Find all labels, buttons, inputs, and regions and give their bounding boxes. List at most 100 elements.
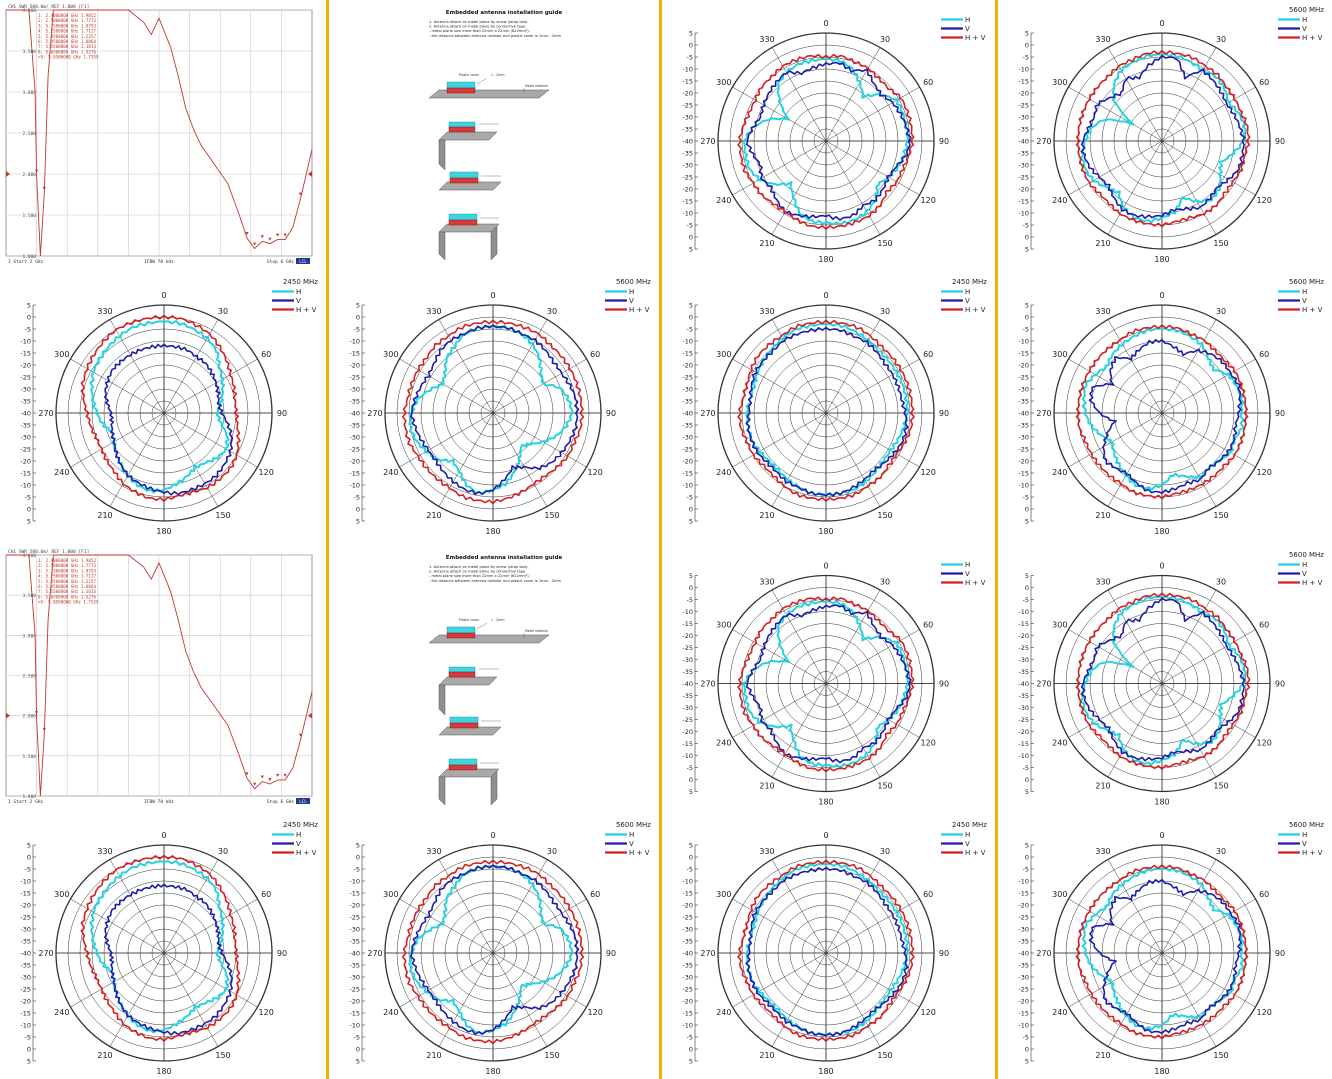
polar-spoke [109,859,165,954]
angle-label: 330 [426,847,441,856]
radial-tick-label: -40 [349,410,360,418]
radial-tick-label: 0 [27,314,31,322]
angle-label: 150 [1213,1051,1228,1060]
radial-tick-label: 0 [689,234,693,242]
radial-tick-label: 0 [356,1046,360,1054]
radial-tick-label: -15 [682,470,693,478]
marker-point [283,233,287,237]
marker-point [35,169,39,173]
guide-step: - the distance between antenna radiator … [429,34,562,38]
radial-tick-label: 5 [27,302,31,310]
start-frequency: 1 Start 2 GHz [8,259,44,265]
angle-label: 30 [880,307,890,316]
angle-label: 30 [547,847,557,856]
chart-mark [490,225,498,261]
y-tick-label: 1.000 [22,254,36,260]
y-tick-label: 1.000 [22,794,36,800]
polar-spoke [1161,898,1256,954]
angle-label: 90 [939,680,949,689]
legend-entry: V [1302,840,1307,848]
polar-spoke [399,412,494,468]
angle-label: 150 [544,1051,559,1060]
legend-entry: H [1302,831,1307,839]
angle-label: 60 [1259,890,1269,899]
chart-mark [449,171,479,179]
radial-tick-label: -20 [682,728,693,736]
polar-spoke [732,683,827,738]
radial-tick-label: -10 [682,878,693,886]
polar-spoke [825,412,920,468]
vswr-trace [6,554,313,797]
angle-label: 180 [1154,527,1169,536]
polar-chart: 0 30 60 90 120 150 180 210 240 270 300 330 5 5 0 0 -5 -5 -… [998,545,1332,810]
radial-tick-label: 5 [1025,518,1029,526]
y-tick-label: 3.000 [22,90,36,96]
radial-tick-label: -40 [1018,680,1029,688]
pattern-series-v [745,866,909,1037]
pattern-series-h [1081,327,1245,491]
angle-label: 180 [156,1067,171,1076]
radial-tick-label: -10 [1018,210,1029,218]
angle-label: 120 [259,1008,274,1017]
angle-label: 300 [54,890,69,899]
legend-entry: V [296,840,301,848]
radial-tick-label: -20 [1018,186,1029,194]
radial-tick-label: -15 [20,890,31,898]
radial-tick-label: -10 [1018,878,1029,886]
angle-label: 0 [823,19,828,28]
reference-arrow-left [6,712,10,719]
angle-label: 120 [588,468,603,477]
polar-spoke [825,859,881,954]
angle-label: 150 [215,1051,230,1060]
angle-label: 90 [606,409,616,418]
radial-tick-label: -5 [1023,494,1029,502]
radial-tick-label: -25 [1018,986,1029,994]
radial-tick-label: -25 [1018,644,1029,652]
angle-label: 330 [759,847,774,856]
angle-label: 60 [590,890,600,899]
legend-entry: H [296,831,301,839]
marker-point [42,728,46,732]
radial-tick-label: 0 [689,776,693,784]
radial-tick-label: 0 [356,506,360,514]
radial-tick-label: -5 [1023,596,1029,604]
radial-tick-label: -20 [1018,632,1029,640]
radial-tick-label: -5 [1023,54,1029,62]
radial-tick-label: -15 [1018,470,1029,478]
ifbw-readout: IFBW 70 kHz [144,259,174,265]
polar-chart: 0 30 60 90 120 150 180 210 240 270 300 330 5 5 0 0 -5 -5 -… [662,272,995,542]
angle-label: 30 [1216,35,1226,44]
radial-tick-label: 5 [1025,788,1029,796]
legend-entry: H + V [1302,34,1323,42]
radial-tick-label: -10 [349,338,360,346]
polar-spoke [70,952,165,1008]
marker-point [245,772,249,776]
radial-tick-label: -30 [682,926,693,934]
angle-label: 90 [1275,680,1285,689]
radial-tick-label: -25 [1018,716,1029,724]
radial-tick-label: -35 [1018,422,1029,430]
pattern-series-h [408,324,574,496]
angle-label: 330 [97,847,112,856]
polar-spoke [1107,319,1163,414]
polar-spoke [825,140,920,196]
radial-tick-label: -35 [1018,668,1029,676]
chart-mark [448,121,476,128]
polar-spoke [1107,952,1163,1047]
angle-label: 150 [544,511,559,520]
frequency-label: 2450 MHz [952,278,987,286]
polar-spoke [399,898,494,954]
legend-entry: V [1302,297,1307,305]
radial-tick-label: -20 [1018,458,1029,466]
radial-tick-label: 0 [1025,42,1029,50]
angle-label: 30 [1216,577,1226,586]
radial-tick-label: 5 [689,1058,693,1066]
radial-tick-label: -15 [682,198,693,206]
radial-tick-label: 5 [27,842,31,850]
radial-tick-label: -25 [682,986,693,994]
panel-separator [326,0,329,1079]
polar-spoke [163,952,219,1047]
radial-tick-label: -30 [20,434,31,442]
angle-label: 30 [547,307,557,316]
pattern-series-h [744,862,910,1037]
